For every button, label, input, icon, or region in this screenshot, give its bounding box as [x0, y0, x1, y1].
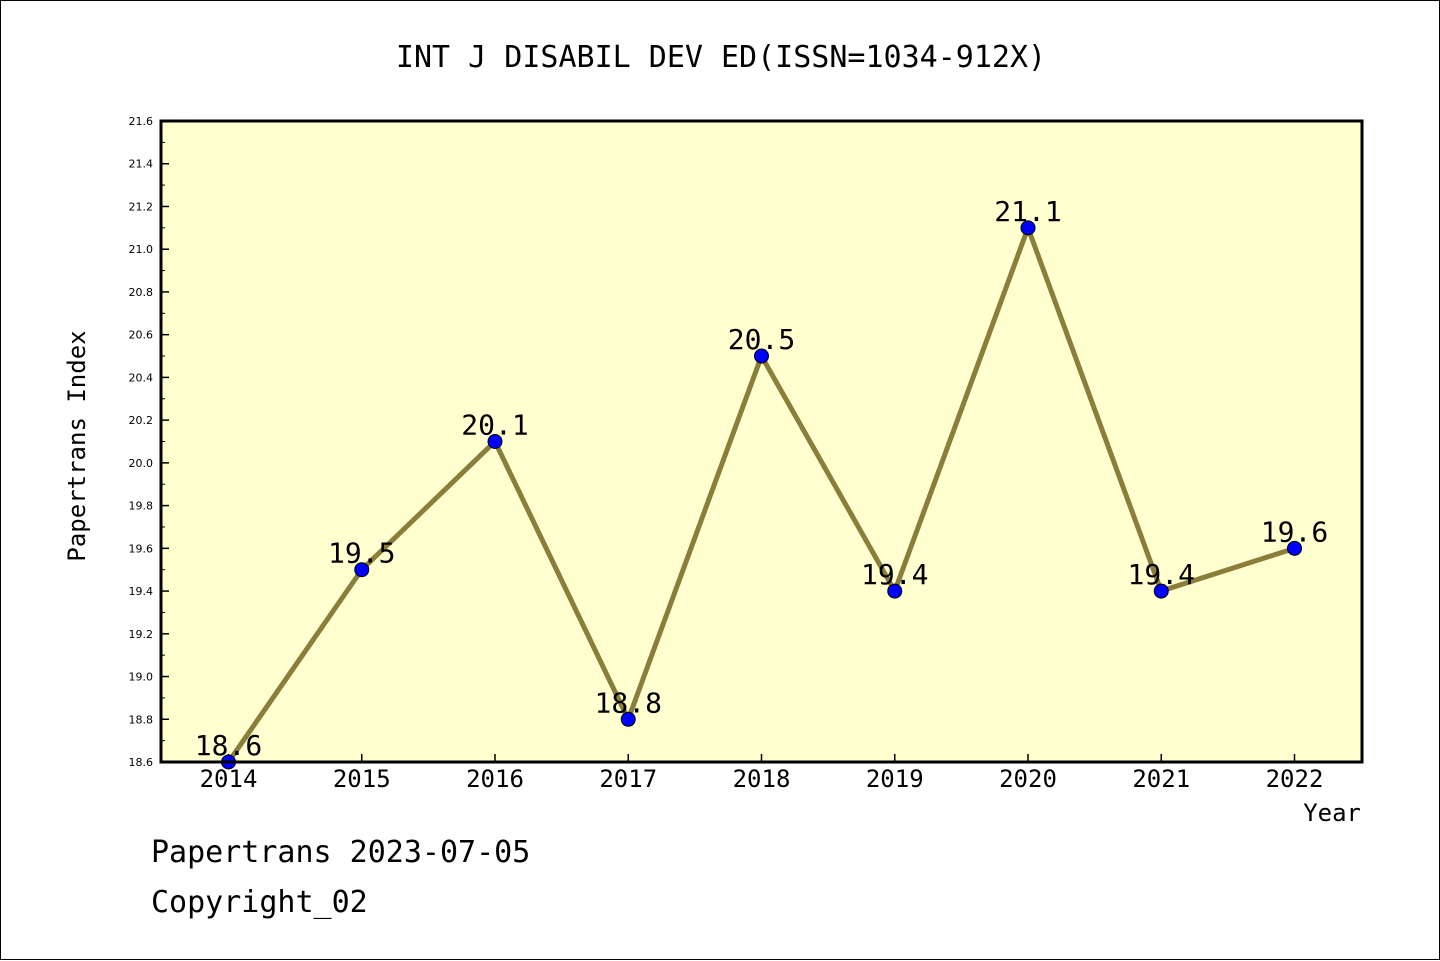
x-tick-label: 2017 — [599, 765, 657, 793]
x-tick-label: 2014 — [200, 765, 258, 793]
data-label: 19.6 — [1261, 515, 1328, 548]
x-axis: 2014 2015 2016 2017 2018 2019 2020 2021 2022 — [200, 754, 1324, 793]
data-label: 19.5 — [328, 537, 395, 570]
y-tick-label: 19.2 — [129, 628, 154, 641]
x-tick-label: 2018 — [733, 765, 791, 793]
plot-border — [159, 119, 1364, 764]
y-axis-label: Papertrans Index — [63, 330, 91, 561]
data-point — [1287, 540, 1302, 556]
series-layer: 18.6 19.5 20.1 18.8 20.5 19.4 21.1 19.4 19.6 — [195, 195, 1328, 770]
x-tick-label: 2016 — [466, 765, 524, 793]
data-point — [887, 583, 903, 599]
x-tick-label: 2015 — [333, 765, 391, 793]
data-label: 18.6 — [195, 729, 262, 762]
x-tick-label: 2021 — [1132, 765, 1190, 793]
y-tick-label: 20.6 — [129, 329, 154, 342]
plot-area — [161, 121, 1362, 762]
y-axis: 18.6 18.8 19.0 19.2 19.4 19.6 19.8 20.0 20.2 20.4… — [129, 115, 169, 769]
data-point — [487, 434, 503, 449]
data-label: 18.8 — [595, 686, 662, 719]
data-point — [1153, 583, 1169, 599]
y-tick-label: 20.8 — [129, 286, 154, 299]
y-tick-label: 21.2 — [129, 200, 154, 213]
data-point — [620, 711, 636, 727]
y-tick-label: 21.4 — [129, 158, 154, 171]
data-point — [1020, 220, 1036, 236]
y-tick-label: 20.0 — [129, 457, 154, 470]
chart-title: INT J DISABIL DEV ED(ISSN=1034-912X) — [396, 40, 1046, 75]
y-tick-label: 19.4 — [129, 585, 154, 598]
data-label: 20.5 — [728, 323, 795, 356]
x-tick-label: 2022 — [1266, 765, 1324, 793]
y-tick-label: 19.0 — [129, 671, 154, 684]
y-tick-label: 21.0 — [129, 243, 154, 256]
y-tick-label: 18.6 — [129, 756, 154, 769]
data-label: 20.1 — [461, 409, 528, 442]
data-point — [754, 348, 769, 364]
y-tick-label: 19.6 — [129, 542, 154, 555]
y-tick-label: 20.2 — [129, 414, 154, 427]
data-label: 19.4 — [861, 558, 928, 591]
data-label: 21.1 — [994, 195, 1061, 228]
x-tick-label: 2020 — [999, 765, 1057, 793]
y-tick-label: 19.8 — [129, 500, 154, 513]
y-tick-label: 21.6 — [129, 115, 154, 128]
x-tick-label: 2019 — [866, 765, 924, 793]
y-tick-label: 18.8 — [129, 713, 154, 726]
footer-date: Papertrans 2023-07-05 — [151, 835, 531, 870]
y-tick-label: 20.4 — [129, 371, 154, 384]
x-axis-label: Year — [1303, 799, 1361, 827]
data-point — [354, 562, 370, 578]
data-label: 19.4 — [1128, 558, 1195, 591]
footer-copyright: Copyright_02 — [151, 885, 368, 920]
